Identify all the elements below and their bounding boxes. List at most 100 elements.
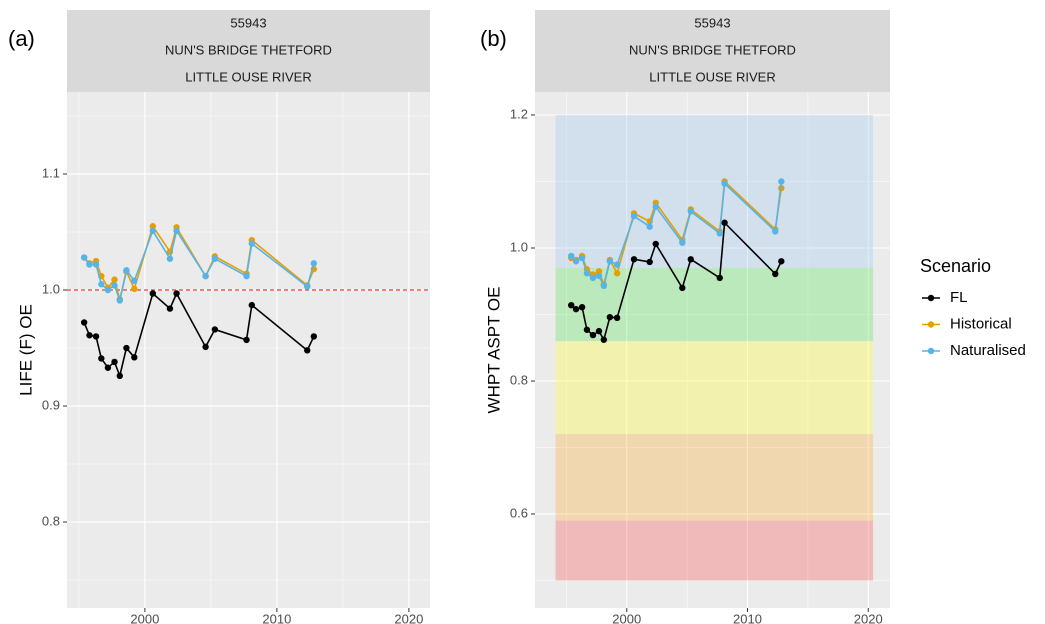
point bbox=[202, 343, 209, 351]
point bbox=[80, 319, 88, 326]
point bbox=[310, 260, 318, 267]
point bbox=[80, 254, 88, 261]
point bbox=[583, 326, 591, 333]
point bbox=[652, 203, 659, 210]
point bbox=[166, 255, 174, 262]
point bbox=[123, 267, 130, 274]
point bbox=[583, 270, 591, 277]
point bbox=[92, 261, 100, 268]
point bbox=[86, 261, 93, 268]
point bbox=[646, 258, 653, 266]
point bbox=[248, 240, 255, 247]
point bbox=[589, 274, 597, 282]
point bbox=[304, 283, 311, 290]
point bbox=[211, 255, 219, 262]
band bbox=[555, 341, 874, 435]
point bbox=[104, 364, 112, 371]
point bbox=[572, 305, 580, 313]
plot-background bbox=[67, 92, 430, 608]
point bbox=[716, 230, 723, 237]
strip-text: 55943 bbox=[230, 15, 266, 30]
legend-title: Scenario bbox=[920, 256, 991, 276]
point bbox=[116, 372, 124, 380]
point bbox=[173, 227, 180, 235]
legend-point bbox=[927, 294, 935, 302]
point bbox=[772, 270, 779, 278]
point bbox=[211, 326, 219, 333]
point bbox=[131, 285, 138, 293]
point bbox=[652, 240, 659, 248]
x-tick-label: 2000 bbox=[130, 611, 159, 624]
legend-label: Historical bbox=[950, 315, 1012, 332]
point bbox=[572, 258, 580, 265]
band bbox=[555, 115, 874, 268]
strip-text: 55943 bbox=[694, 15, 730, 30]
point bbox=[568, 252, 575, 260]
point bbox=[595, 327, 603, 335]
point bbox=[589, 331, 597, 339]
x-tick-label: 2000 bbox=[612, 611, 641, 624]
point bbox=[613, 261, 621, 268]
y-tick-label: 0.9 bbox=[42, 397, 60, 412]
point bbox=[600, 336, 608, 343]
series-line bbox=[570, 220, 783, 342]
band bbox=[555, 434, 874, 521]
series-line bbox=[83, 291, 315, 379]
point bbox=[98, 355, 105, 362]
band bbox=[555, 267, 874, 342]
point bbox=[98, 281, 105, 288]
y-tick-label: 1.0 bbox=[510, 239, 528, 254]
point bbox=[772, 228, 779, 235]
point bbox=[104, 286, 112, 294]
strip-text: LITTLE OUSE RIVER bbox=[185, 69, 311, 84]
point bbox=[111, 358, 118, 366]
band bbox=[555, 520, 874, 581]
point bbox=[778, 258, 785, 265]
point bbox=[778, 178, 785, 185]
point bbox=[630, 256, 638, 263]
point bbox=[606, 258, 614, 265]
strip-text: NUN'S BRIDGE THETFORD bbox=[165, 42, 332, 57]
point bbox=[310, 333, 318, 340]
point bbox=[243, 336, 250, 344]
point bbox=[679, 284, 686, 292]
point bbox=[86, 332, 93, 339]
legend-label: FL bbox=[950, 289, 968, 306]
point bbox=[646, 223, 653, 230]
point bbox=[131, 354, 138, 361]
strip-text: LITTLE OUSE RIVER bbox=[649, 69, 775, 84]
point bbox=[248, 301, 255, 309]
point bbox=[92, 333, 100, 340]
point bbox=[173, 290, 180, 297]
point bbox=[578, 303, 586, 311]
y-tick-label: 0.6 bbox=[510, 505, 528, 520]
point bbox=[687, 208, 694, 215]
point bbox=[606, 313, 614, 321]
point bbox=[166, 305, 174, 312]
point bbox=[595, 272, 603, 280]
panel-label: (b) bbox=[480, 26, 507, 51]
point bbox=[111, 282, 118, 289]
legend-label: Naturalised bbox=[950, 342, 1026, 359]
x-tick-label: 2010 bbox=[262, 611, 291, 624]
point bbox=[721, 180, 728, 187]
y-tick-label: 1.0 bbox=[42, 281, 60, 296]
point bbox=[721, 219, 728, 226]
series-line bbox=[83, 228, 315, 304]
plot-background bbox=[535, 92, 890, 608]
strip bbox=[535, 10, 890, 92]
point bbox=[679, 239, 686, 246]
legend-point bbox=[927, 347, 935, 355]
x-tick-label: 2020 bbox=[394, 611, 423, 624]
strip bbox=[67, 10, 430, 92]
point bbox=[630, 212, 638, 220]
point bbox=[578, 254, 586, 262]
point bbox=[202, 272, 209, 280]
point bbox=[304, 347, 311, 354]
legend-point bbox=[927, 321, 935, 328]
point bbox=[116, 297, 124, 304]
point bbox=[613, 314, 621, 322]
y-tick-label: 0.8 bbox=[42, 513, 60, 528]
x-tick-label: 2010 bbox=[733, 611, 762, 624]
